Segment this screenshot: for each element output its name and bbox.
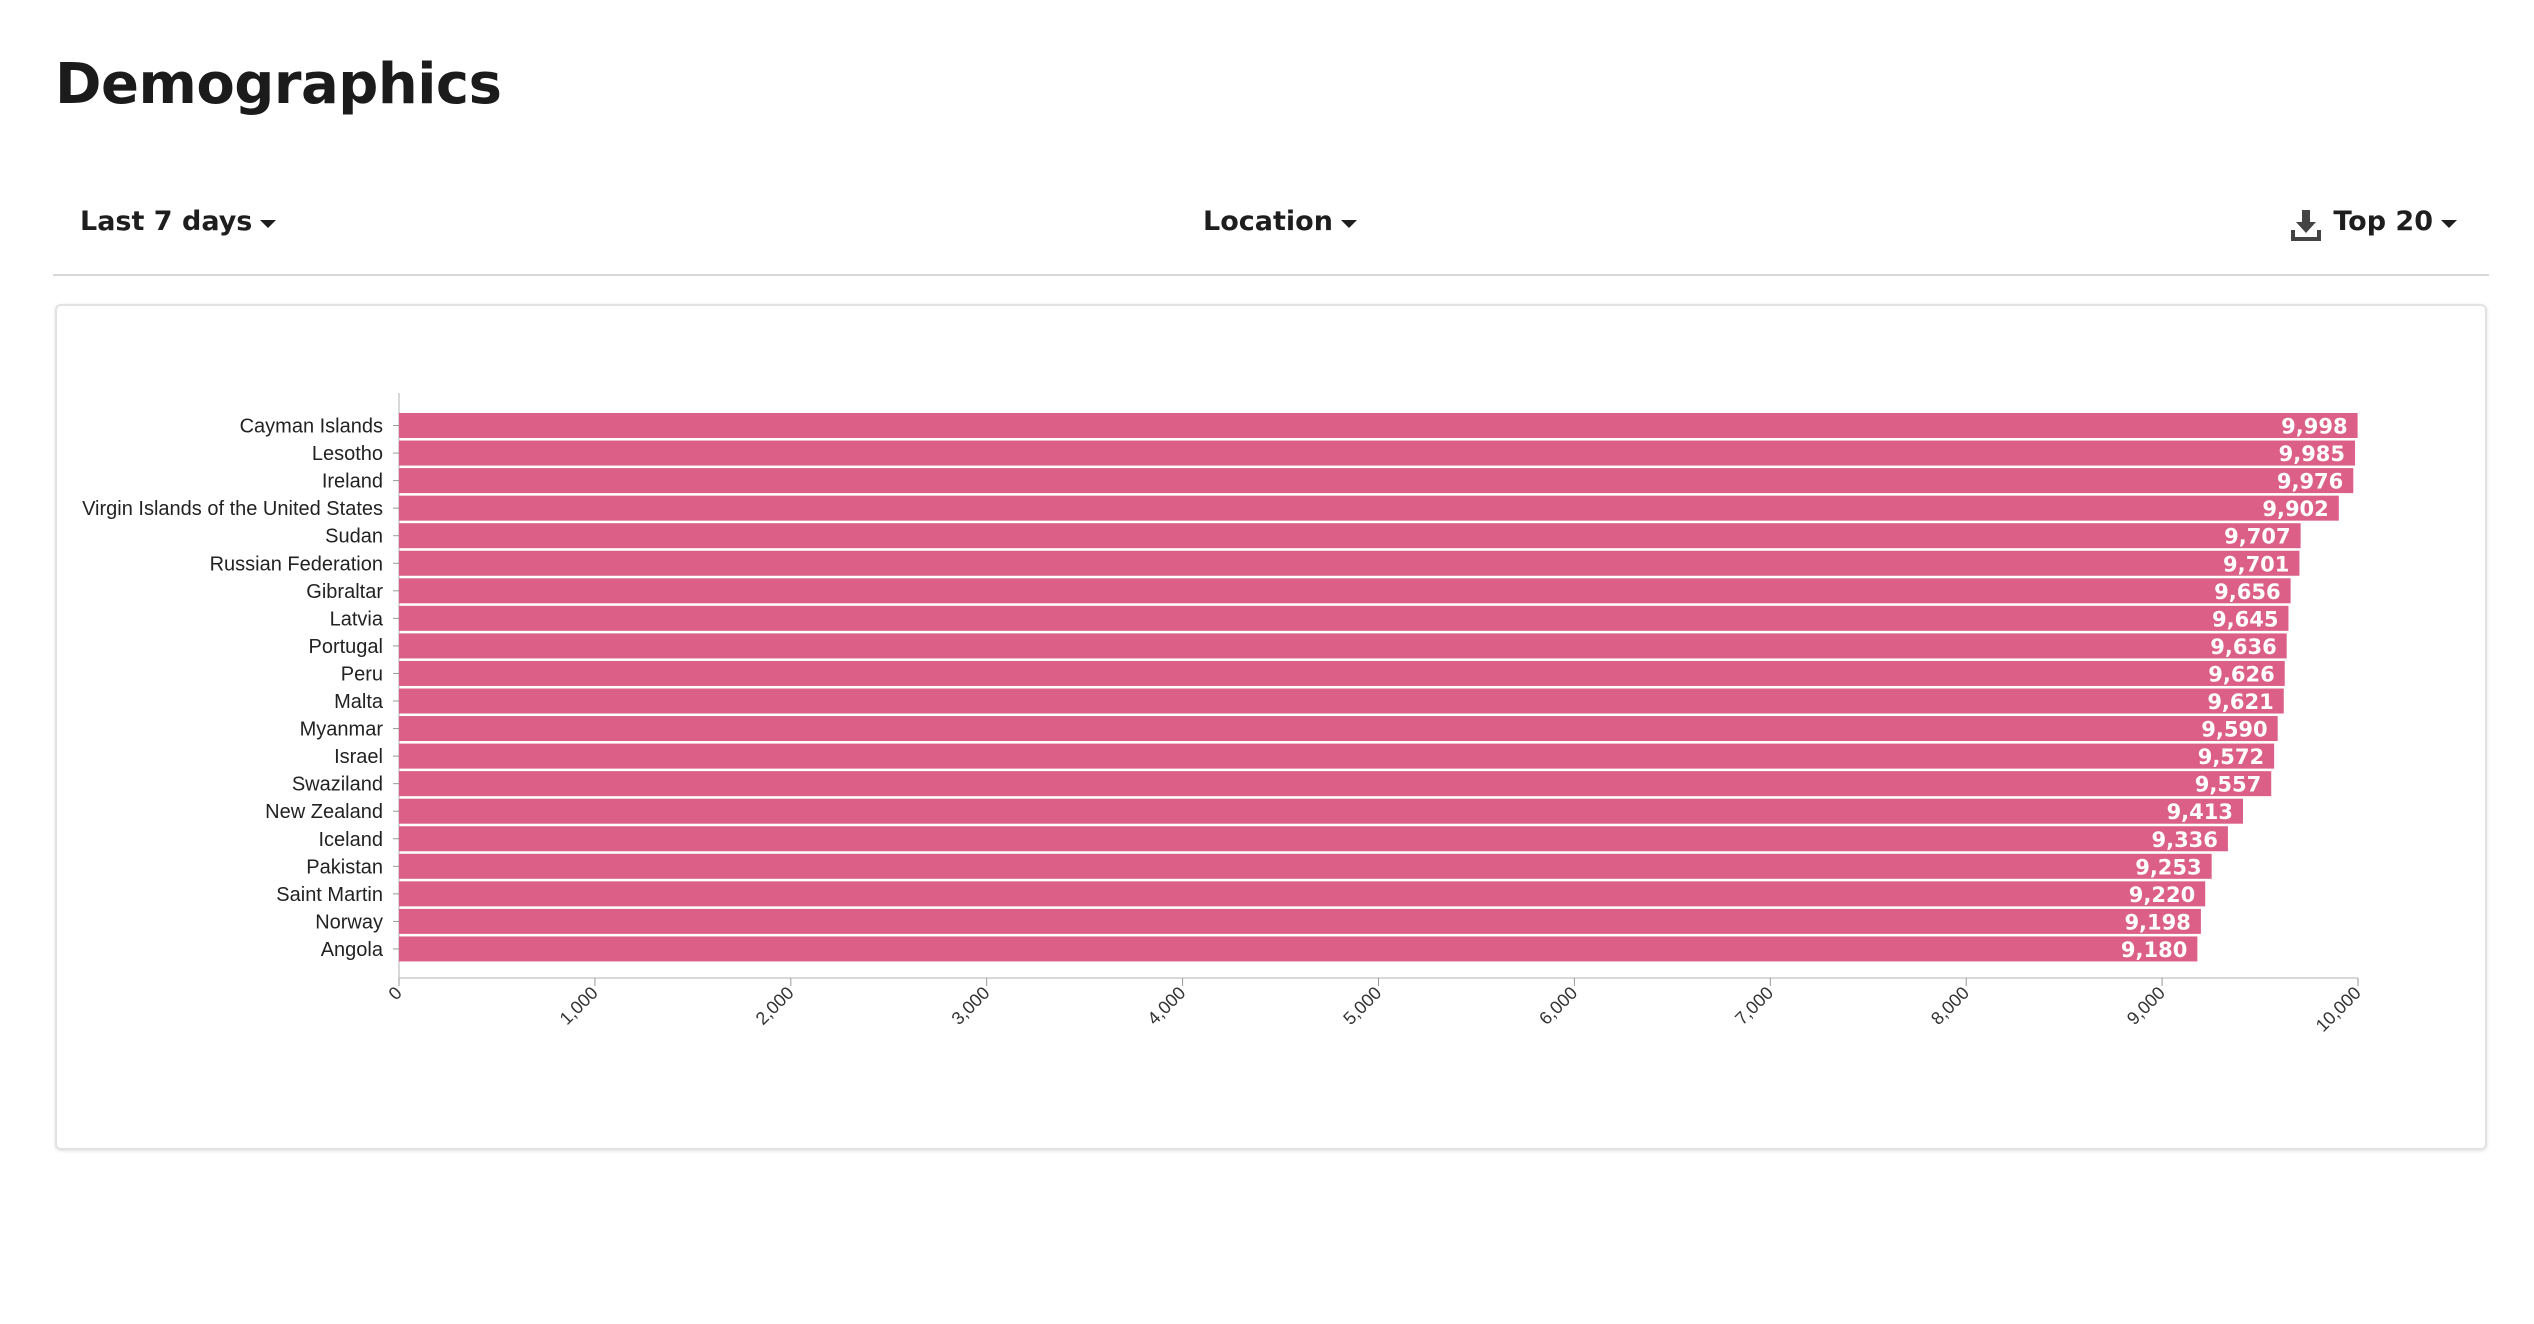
- data-label: 9,656: [2214, 580, 2280, 604]
- category-label: Russian Federation: [210, 553, 383, 575]
- top-n-dropdown-label: Top 20: [2333, 206, 2433, 237]
- category-label: Iceland: [319, 829, 384, 851]
- bar: [399, 881, 2206, 907]
- data-label: 9,198: [2124, 910, 2190, 934]
- bar: [399, 826, 2228, 852]
- bar-chart: Cayman Islands 9,998 Lesotho 9,985 Ireland 9,…: [82, 393, 2365, 1036]
- x-tick-label: 2,000: [752, 983, 798, 1029]
- dimension-dropdown-label: Location: [1203, 206, 1333, 237]
- x-tick-label: 4,000: [1143, 983, 1189, 1029]
- chart-panel: Cayman Islands 9,998 Lesotho 9,985 Ireland 9,…: [55, 304, 2487, 1150]
- bar: [399, 660, 2285, 686]
- category-label: Peru: [341, 663, 383, 685]
- bar: [399, 605, 2289, 631]
- data-label: 9,976: [2277, 470, 2343, 494]
- data-label: 9,626: [2208, 662, 2274, 686]
- data-label: 9,902: [2262, 497, 2328, 521]
- data-label: 9,590: [2201, 718, 2267, 742]
- category-label: Sudan: [325, 526, 383, 548]
- bar: [399, 716, 2278, 742]
- bar: [399, 908, 2201, 934]
- category-label: Pakistan: [306, 856, 383, 878]
- data-label: 9,220: [2129, 883, 2195, 907]
- data-label: 9,253: [2135, 855, 2201, 879]
- category-label: Myanmar: [300, 719, 384, 741]
- category-label: Saint Martin: [276, 884, 383, 906]
- category-label: New Zealand: [265, 801, 383, 823]
- bar: [399, 688, 2284, 714]
- caret-down-icon: [1340, 219, 1357, 228]
- page-title: Demographics: [55, 52, 502, 117]
- bar: [399, 578, 2291, 604]
- bar: [399, 468, 2354, 494]
- category-label: Malta: [334, 691, 384, 713]
- data-label: 9,701: [2223, 552, 2289, 576]
- bar: [399, 495, 2339, 521]
- period-dropdown-label: Last 7 days: [80, 206, 253, 237]
- bar: [399, 413, 2358, 438]
- bar: [399, 550, 2300, 576]
- caret-down-icon: [2441, 219, 2457, 228]
- x-tick-label: 9,000: [2123, 983, 2169, 1029]
- category-label: Israel: [334, 746, 383, 768]
- data-label: 9,180: [2121, 938, 2187, 962]
- x-tick-label: 1,000: [556, 983, 602, 1029]
- data-label: 9,645: [2212, 607, 2278, 631]
- x-tick-label: 8,000: [1927, 983, 1973, 1029]
- x-tick-label: 7,000: [1731, 983, 1777, 1029]
- data-label: 9,985: [2279, 442, 2345, 466]
- category-label: Swaziland: [292, 774, 383, 796]
- period-dropdown[interactable]: Last 7 days: [80, 206, 277, 237]
- category-label: Gibraltar: [306, 581, 383, 603]
- data-label: 9,998: [2281, 415, 2347, 439]
- bar: [399, 853, 2212, 879]
- category-label: Latvia: [330, 608, 384, 630]
- category-label: Cayman Islands: [240, 416, 383, 438]
- bar: [399, 633, 2287, 659]
- top-n-dropdown[interactable]: Top 20: [2333, 206, 2457, 237]
- data-label: 9,572: [2198, 745, 2264, 769]
- x-tick-label: 6,000: [1535, 983, 1581, 1029]
- x-tick-label: 0: [385, 983, 406, 1004]
- category-label: Angola: [321, 939, 384, 961]
- data-label: 9,413: [2167, 800, 2233, 824]
- data-label: 9,707: [2224, 525, 2290, 549]
- bar: [399, 743, 2275, 769]
- bar: [399, 771, 2272, 797]
- category-label: Virgin Islands of the United States: [82, 498, 383, 520]
- data-label: 9,336: [2151, 828, 2217, 852]
- dimension-dropdown[interactable]: Location: [1203, 206, 1357, 237]
- category-label: Portugal: [309, 636, 384, 658]
- x-tick-label: 3,000: [948, 983, 994, 1029]
- data-label: 9,557: [2195, 773, 2261, 797]
- bar: [399, 523, 2301, 549]
- caret-down-icon: [260, 219, 277, 228]
- bar: [399, 936, 2198, 962]
- category-label: Lesotho: [312, 443, 383, 465]
- data-label: 9,621: [2207, 690, 2273, 714]
- bar: [399, 440, 2356, 466]
- data-label: 9,636: [2210, 635, 2276, 659]
- x-tick-label: 10,000: [2312, 983, 2365, 1036]
- download-icon[interactable]: [2289, 208, 2323, 244]
- category-label: Ireland: [322, 471, 383, 493]
- bar: [399, 798, 2244, 824]
- x-tick-label: 5,000: [1339, 983, 1385, 1029]
- toolbar: Last 7 days Location Top 20: [53, 198, 2489, 276]
- category-label: Norway: [315, 911, 383, 933]
